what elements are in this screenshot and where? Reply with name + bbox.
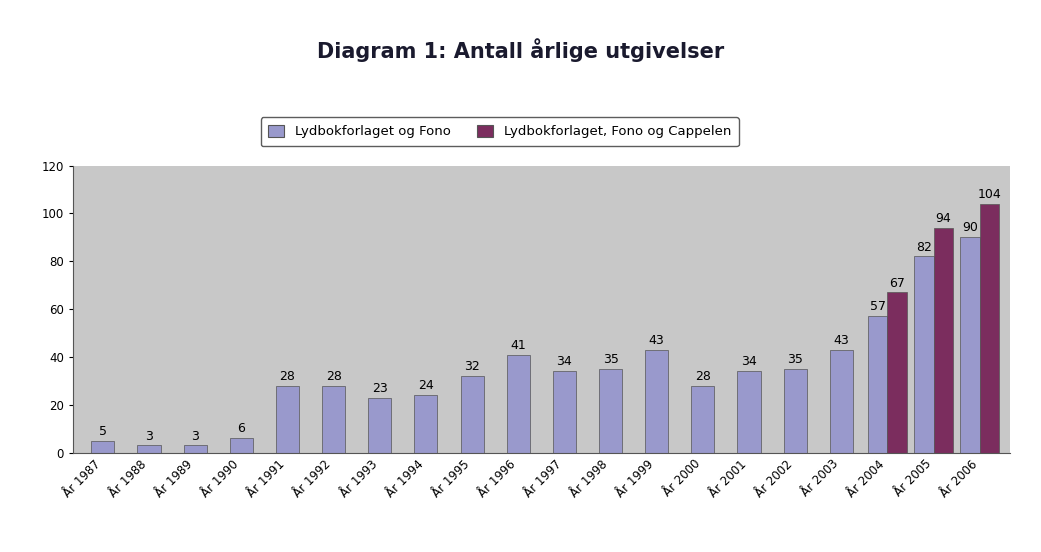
Bar [599,369,623,453]
Bar [414,395,437,453]
Text: 35: 35 [603,353,618,366]
Text: 34: 34 [741,355,757,368]
Bar [276,386,299,453]
Bar [914,257,934,453]
Bar [369,397,391,453]
Bar [737,371,761,453]
Text: 43: 43 [649,334,664,347]
Bar [230,438,253,453]
Bar [691,386,714,453]
Text: 90: 90 [962,221,977,235]
Bar [888,293,907,453]
Text: 23: 23 [372,382,387,395]
Legend: Lydbokforlaget og Fono, Lydbokforlaget, Fono og Cappelen: Lydbokforlaget og Fono, Lydbokforlaget, … [260,117,739,146]
Text: 28: 28 [326,370,341,383]
Text: 3: 3 [145,429,153,443]
Bar [322,386,346,453]
Text: 3: 3 [192,429,199,443]
Text: 32: 32 [464,360,480,373]
Bar [784,369,807,453]
Bar [183,445,207,453]
Text: 41: 41 [510,339,526,352]
Text: 82: 82 [916,241,932,253]
Bar [934,228,953,453]
Bar [137,445,160,453]
Text: 104: 104 [977,188,1001,201]
Bar [980,204,999,453]
Bar [460,376,484,453]
Bar [553,371,576,453]
Bar [961,237,980,453]
Text: 34: 34 [557,355,573,368]
Bar [868,316,888,453]
Text: 28: 28 [280,370,296,383]
Text: 57: 57 [870,300,886,314]
Bar [645,350,668,453]
Bar [507,354,530,453]
Text: 35: 35 [787,353,803,366]
Bar [92,440,115,453]
Text: 24: 24 [418,379,434,392]
Text: Diagram 1: Antall årlige utgivelser: Diagram 1: Antall årlige utgivelser [316,39,725,62]
Text: 5: 5 [99,425,107,438]
Text: 94: 94 [936,212,951,225]
Text: 43: 43 [834,334,849,347]
Bar [830,350,853,453]
Text: 67: 67 [889,277,905,289]
Text: 28: 28 [695,370,711,383]
Text: 6: 6 [237,422,246,436]
